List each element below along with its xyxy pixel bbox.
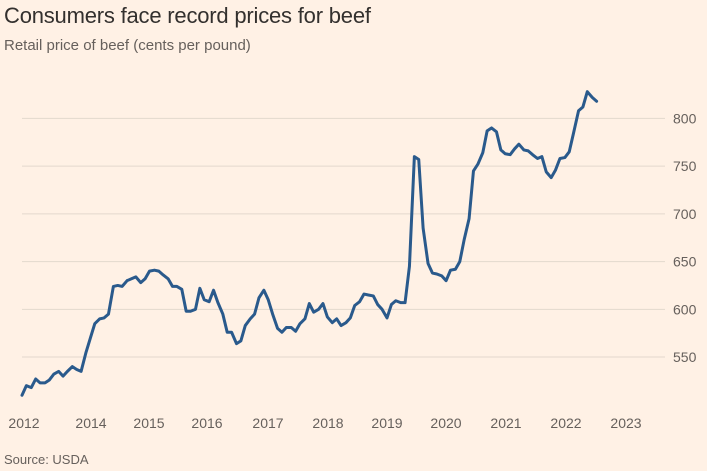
y-tick-label: 650 <box>673 254 697 270</box>
y-tick-label: 600 <box>673 301 697 317</box>
x-tick-label: 2023 <box>610 415 641 431</box>
x-tick-label: 2016 <box>191 415 222 431</box>
x-tick-label: 2019 <box>371 415 402 431</box>
x-tick-label: 2020 <box>430 415 461 431</box>
x-tick-label: 2017 <box>252 415 283 431</box>
x-axis-ticks: 2012 2014 2015 2016 2017 2018 2019 2020 2021 2022… <box>8 415 641 431</box>
y-tick-label: 700 <box>673 206 697 222</box>
source-note: Source: USDA <box>4 452 89 467</box>
x-tick-label: 2018 <box>312 415 343 431</box>
y-tick-label: 750 <box>673 158 697 174</box>
x-tick-label: 2012 <box>8 415 39 431</box>
series-line <box>20 90 599 397</box>
y-axis-ticks: 550 600 650 700 750 800 <box>673 110 697 365</box>
x-tick-label: 2022 <box>550 415 581 431</box>
x-tick-label: 2014 <box>75 415 106 431</box>
gridlines <box>22 117 665 358</box>
series-layer <box>20 90 599 397</box>
y-tick-label: 550 <box>673 349 697 365</box>
x-tick-label: 2021 <box>490 415 521 431</box>
x-tick-label: 2015 <box>133 415 164 431</box>
chart-title: Consumers face record prices for beef <box>4 3 371 28</box>
y-tick-label: 800 <box>673 110 697 126</box>
chart-subtitle: Retail price of beef (cents per pound) <box>4 37 251 54</box>
